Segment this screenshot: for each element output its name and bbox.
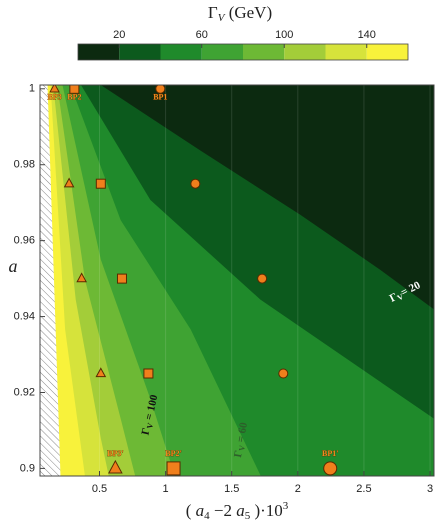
point-label: BP3' [107,449,123,458]
colorbar-band [201,44,243,60]
point-label: BP2 [67,93,81,102]
colorbar-band [284,44,326,60]
marker-circle [155,85,166,94]
y-axis-label: a [9,256,18,276]
marker-circle [323,461,338,476]
marker-square [166,461,181,476]
colorbar-band [325,44,367,60]
x-axis-label-part: )·10 [250,501,283,520]
marker-triangle [63,177,75,188]
excluded-region [40,85,61,476]
marker-square [143,368,154,379]
colorbar-tick-label: 60 [196,29,208,41]
x-axis-label-part: −2 [210,501,237,520]
contour-label-sub: V [145,422,155,430]
y-tick-label: 1 [29,83,35,95]
x-axis-label-part: 5 [245,510,251,522]
x-tick-label: 2.5 [356,483,371,495]
x-tick-label: 2 [295,483,301,495]
y-tick-label: 0.98 [14,159,35,171]
colorbar-band [119,44,161,60]
x-axis-label-part: 4 [204,510,210,522]
colorbar-band [78,44,120,60]
marker-circle [278,368,289,379]
contour-label-sub: V [396,292,405,303]
marker-square [95,178,106,189]
x-tick-label: 1.5 [224,483,239,495]
contour-label-symbol: Γ [387,291,399,305]
marker-triangle [108,459,123,474]
contour-label-sub: V [237,444,247,451]
x-axis-label-part: ( [186,501,196,520]
colorbar-frame [77,43,409,61]
colorbar-band [160,44,202,60]
contour-label: ΓV = 60 [232,421,251,459]
colorbar-tick-label: 20 [113,29,125,41]
x-tick-label: 0.5 [92,483,107,495]
colorbar-title-sub: V [218,12,226,24]
colorbar-tick-label: 140 [358,29,376,41]
colorbar-tick-label: 100 [275,29,293,41]
contour-label-symbol: Γ [139,427,152,437]
x-axis-label-part: 3 [283,500,289,512]
x-tick-label: 3 [427,483,433,495]
contour-label-symbol: Γ [232,449,245,458]
y-tick-label: 0.96 [14,235,35,247]
plot-frame [39,84,435,477]
x-axis-label: ( a4 −2 a5 )·103 [186,500,289,522]
x-tick-label: 1 [163,483,169,495]
marker-square [69,85,80,94]
marker-triangle [49,85,60,93]
marker-triangle [76,272,87,283]
x-axis-label-part: a [196,501,205,520]
point-label: BP3 [47,93,61,102]
colorbar-band [366,44,408,60]
marker-triangle [95,367,107,378]
point-label: BP1 [153,93,167,102]
colorbar-title: ΓV (GeV) [208,3,272,24]
point-label: BP2' [165,449,181,458]
colorbar-title-symbol: Γ [208,3,218,22]
marker-circle [190,178,201,189]
x-axis-label-part: a [236,501,245,520]
colorbar-band [243,44,285,60]
point-label: BP1' [322,449,338,458]
marker-circle [257,273,268,284]
contour-label-rest: = 60 [234,421,250,446]
marker-square [116,273,127,284]
colorbar-title-unit: (GeV) [224,3,272,22]
y-tick-label: 0.9 [20,462,35,474]
y-tick-label: 0.94 [14,310,35,322]
y-tick-label: 0.92 [14,386,35,398]
